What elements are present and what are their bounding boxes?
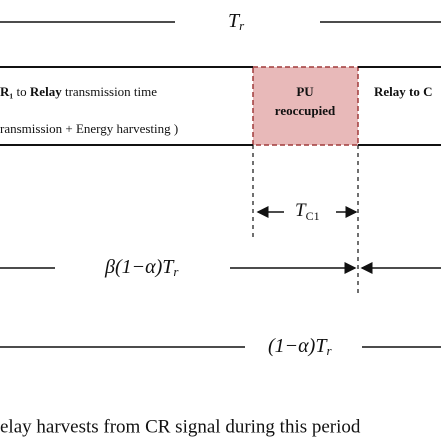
segment-label: R₁ to Relay transmission time — [0, 84, 157, 99]
text-part: β(1−α)T — [104, 256, 175, 278]
text-part: (1−α)T — [268, 335, 328, 357]
segment-label: reoccupied — [275, 103, 336, 118]
pu-box — [252, 66, 359, 146]
interval-label: TC1 — [295, 200, 320, 222]
text-part: C1 — [306, 209, 320, 223]
text-part: transmission time — [62, 84, 158, 99]
segment-label: ransmission + Energy harvesting ) — [0, 121, 178, 136]
caption: elay harvests from CR signal during this… — [0, 416, 361, 437]
segment-label: Relay to C — [374, 84, 433, 99]
harvest-label: β(1−α)Tr — [104, 256, 179, 279]
transmit-label: (1−α)Tr — [268, 335, 332, 358]
text-part: R₁ — [0, 84, 13, 99]
text-part: r — [239, 18, 245, 33]
text-part: r — [173, 264, 179, 279]
period-label: Tr — [228, 10, 245, 33]
segment-label: PU — [296, 84, 314, 99]
text-part: r — [326, 343, 332, 358]
text-part: T — [295, 200, 307, 221]
text-part: T — [228, 10, 241, 32]
text-part: to — [13, 84, 30, 99]
text-part: Relay — [30, 84, 62, 99]
